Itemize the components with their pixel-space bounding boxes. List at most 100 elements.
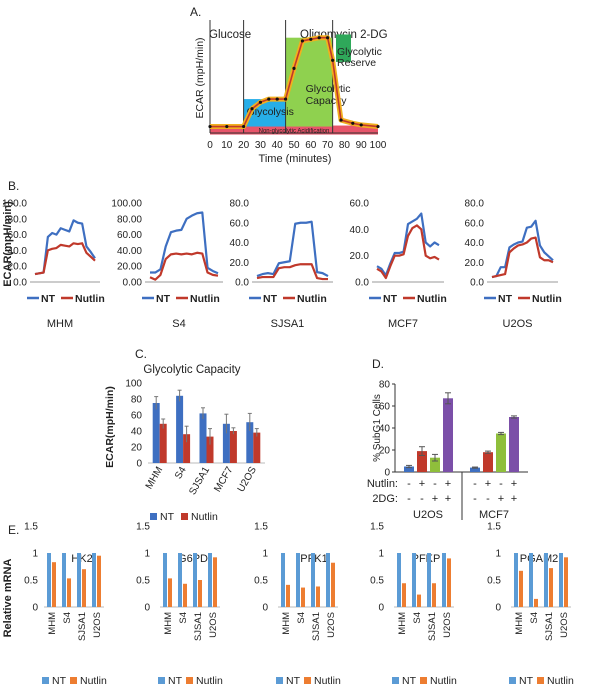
chart-a-x-tick: 70 (322, 140, 334, 151)
chart-e-y-tick: 1 (495, 549, 501, 560)
bar-nt (163, 553, 167, 607)
bar-nt (281, 553, 285, 607)
legend-nt-swatch (509, 677, 516, 684)
ecar-point (326, 36, 330, 40)
chart-b-y-tick: 60.0 (230, 218, 250, 229)
chart-e-y-tick: 0 (144, 603, 150, 614)
bar-nutlin (168, 578, 172, 607)
bar-condition-1 (483, 452, 493, 472)
series-nutlin-line (256, 263, 328, 281)
legend-nt-label: NT (156, 293, 171, 305)
dg-row-label: 2DG: (372, 493, 398, 505)
bar-nutlin (229, 431, 237, 463)
chart-a-x-tick: 10 (221, 140, 233, 151)
chart-e-category-label: S4 (296, 612, 307, 624)
bar-condition-3 (509, 417, 519, 472)
nutlin-mark: - (473, 478, 477, 490)
chart-a-x-tick: 40 (272, 140, 284, 151)
chart-a-x-tick: 60 (305, 140, 317, 151)
ecar-point (267, 97, 271, 101)
nutlin-mark: - (499, 478, 503, 490)
chart-b-y-tick: 0.0 (470, 278, 484, 289)
bar-nt (427, 553, 431, 607)
glycolytic-capacity-region (285, 37, 333, 127)
chart-a-x-tick: 100 (370, 140, 387, 151)
chart-e-category-label: MHM (514, 612, 525, 635)
series-nutlin-line (34, 242, 96, 276)
bar-condition-1 (417, 451, 427, 472)
bar-nt (559, 553, 563, 607)
chart-e-y-label: Relative mRNA (2, 559, 14, 638)
bar-nutlin (213, 557, 217, 607)
chart-b-panel-name: SJSA1 (271, 318, 305, 330)
chart-e-y-tick: 1 (144, 549, 150, 560)
nutlin-mark: + (445, 478, 451, 490)
ecar-point (317, 36, 321, 40)
chart-b-y-tick: 40.00 (117, 246, 142, 257)
chart-b-y-tick: 60.0 (350, 199, 370, 210)
chart-b-y-tick: 40.0 (230, 238, 250, 249)
chart-b-y-label: ECAR(mpH/min) (2, 201, 14, 287)
chart-e-category-label: SJSA1 (427, 612, 438, 641)
chart-e-gene-name: PGAM2 (520, 553, 559, 565)
chart-a-x-tick: 50 (288, 140, 300, 151)
legend-nt-label: NT (286, 675, 301, 687)
bar-nt (246, 422, 254, 463)
chart-e-gene-name: HK2 (71, 553, 92, 565)
chart-b-y-tick: 60.0 (8, 230, 28, 241)
chart-a-y-label: ECAR (mpH/min) (194, 37, 206, 118)
chart-a-title-glucose: Glucose (209, 29, 251, 41)
chart-e-y-tick: 1.5 (24, 522, 38, 533)
legend-nt-label: NT (383, 293, 398, 305)
bar-nutlin (316, 586, 320, 607)
reserve-label-1: Glycolytic (337, 46, 382, 58)
panel-label-c: C. (135, 347, 147, 361)
chart-b-y-tick: 0.0 (13, 278, 27, 289)
chart-b-y-tick: 80.00 (117, 214, 142, 225)
nutlin-mark: + (485, 478, 491, 490)
bar-nutlin (519, 570, 523, 607)
legend-nutlin-label: Nutlin (191, 511, 218, 523)
chart-c-category-label: SJSA1 (187, 465, 212, 497)
chart-d-y-label: % SubG1 Cells (372, 394, 383, 462)
bar-nt (529, 553, 533, 607)
dg-mark: - (407, 493, 411, 505)
dg-mark: - (486, 493, 490, 505)
chart-e-y-tick: 0.5 (136, 576, 150, 587)
ecar-trace (210, 36, 379, 128)
bar-condition-2 (430, 457, 440, 472)
chart-e-y-tick: 1 (32, 549, 38, 560)
bar-nutlin (159, 423, 167, 463)
chart-e-y-tick: 0 (32, 603, 38, 614)
legend-nutlin-label: Nutlin (196, 675, 223, 687)
bar-nt (222, 423, 230, 463)
legend-nt-swatch (276, 677, 283, 684)
chart-e-y-tick: 1.5 (370, 522, 384, 533)
chart-c-title: Glycolytic Capacity (143, 364, 240, 376)
bar-nt (311, 553, 315, 607)
chart-b-y-tick: 40.0 (350, 225, 370, 236)
chart-b-y-tick: 0.0 (355, 278, 369, 289)
dg-mark: + (511, 493, 517, 505)
chart-e-category-label: U2OS (326, 612, 337, 638)
chart-e-y-tick: 1.5 (254, 522, 268, 533)
bar-nutlin (97, 555, 101, 607)
bar-nutlin (447, 558, 451, 607)
chart-e-category-label: MHM (163, 612, 174, 635)
nutlin-mark: - (433, 478, 437, 490)
chart-e-category-label: MHM (47, 612, 58, 635)
reserve-label-2: Reserve (337, 57, 376, 69)
chart-a-x-tick: 0 (207, 140, 213, 151)
chart-d-y-tick: 20 (379, 446, 391, 457)
bar-nt (199, 413, 207, 463)
bar-nt (514, 553, 518, 607)
chart-a-x-tick: 20 (238, 140, 250, 151)
bar-nutlin (549, 568, 553, 607)
chart-a-x-tick: 30 (255, 140, 267, 151)
bar-condition-3 (443, 398, 453, 472)
legend-nutlin-label: Nutlin (297, 293, 327, 305)
chart-e-gene-name: PFKP (412, 553, 441, 565)
bar-nutlin (331, 562, 335, 607)
bar-nt (412, 553, 416, 607)
